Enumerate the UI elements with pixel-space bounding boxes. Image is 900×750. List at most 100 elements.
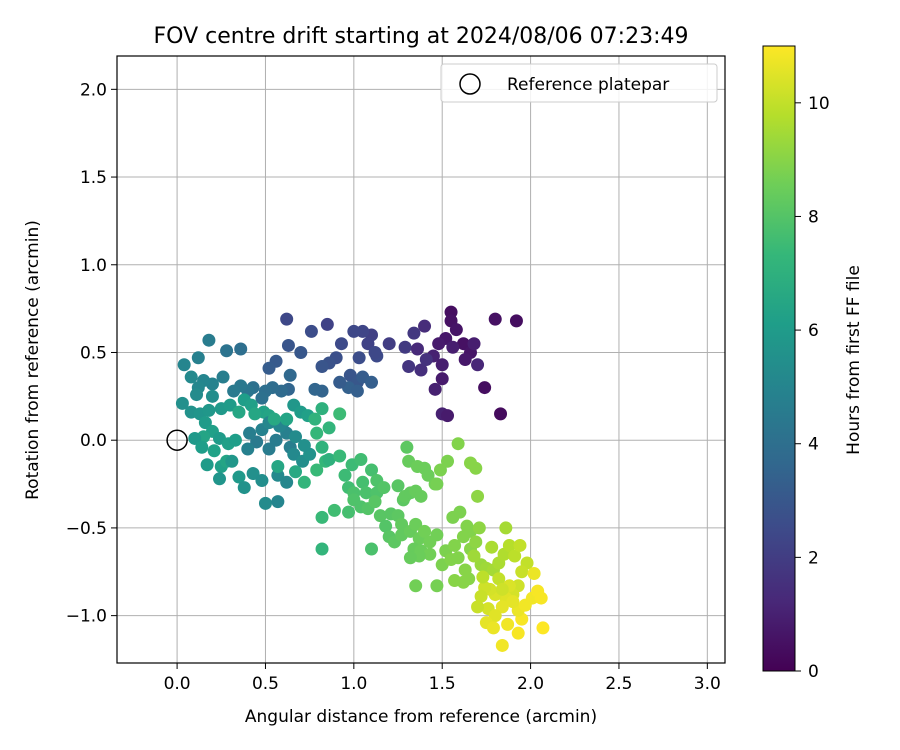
data-point — [225, 454, 239, 468]
data-point — [304, 324, 318, 338]
chart-title: FOV centre drift starting at 2024/08/06 … — [154, 24, 689, 49]
data-point — [494, 407, 508, 421]
data-point — [333, 407, 347, 421]
data-point — [327, 503, 341, 517]
x-axis-ticks: 0.0 0.5 1.0 1.5 2.0 2.5 3.0 — [164, 663, 721, 694]
data-point — [511, 626, 525, 640]
data-point — [216, 370, 230, 384]
y-tick-label: 0.5 — [80, 343, 107, 363]
data-point — [177, 358, 191, 372]
data-point — [248, 407, 262, 421]
data-point — [398, 340, 412, 354]
data-point — [476, 570, 490, 584]
data-point — [280, 312, 294, 326]
data-point — [462, 572, 476, 586]
data-point — [202, 333, 216, 347]
x-tick-label: 1.0 — [340, 674, 367, 694]
y-axis-label: Rotation from reference (arcmin) — [23, 220, 43, 500]
data-point — [350, 384, 364, 398]
data-point — [391, 479, 405, 493]
data-point — [347, 324, 361, 338]
data-point — [506, 595, 520, 609]
colorbar-label: Hours from first FF file — [844, 265, 864, 455]
data-point — [315, 440, 329, 454]
data-point — [410, 342, 424, 356]
data-point — [289, 430, 303, 444]
x-axis-label: Angular distance from reference (arcmin) — [245, 707, 597, 727]
data-point — [395, 517, 409, 531]
data-point — [471, 600, 485, 614]
data-point — [228, 433, 242, 447]
data-point — [488, 609, 502, 623]
data-point — [234, 342, 248, 356]
data-point — [382, 337, 396, 351]
data-point — [294, 345, 308, 359]
data-point — [428, 382, 442, 396]
data-point — [451, 437, 465, 451]
legend: Reference platepar — [440, 63, 718, 103]
data-point — [463, 456, 477, 470]
data-point — [320, 317, 334, 331]
data-point — [449, 323, 463, 337]
data-point — [258, 496, 272, 510]
data-point — [441, 409, 455, 423]
colorbar — [762, 45, 796, 672]
data-point — [467, 549, 481, 563]
data-point — [271, 495, 285, 509]
data-point — [400, 440, 414, 454]
data-point — [200, 458, 214, 472]
data-point — [297, 438, 311, 452]
data-point — [198, 416, 212, 430]
data-point — [271, 460, 285, 474]
data-point — [430, 477, 444, 491]
data-point — [513, 538, 527, 552]
data-point — [255, 474, 269, 488]
data-point — [407, 326, 421, 340]
data-point — [354, 452, 368, 466]
legend-marker-icon — [459, 73, 481, 95]
data-point — [322, 421, 336, 435]
data-point — [419, 353, 433, 366]
colorbar-tick-label: 4 — [808, 435, 819, 455]
data-point — [223, 398, 237, 412]
data-point — [287, 447, 301, 461]
legend-box — [440, 63, 718, 103]
data-point — [373, 509, 387, 523]
data-point — [280, 475, 294, 489]
data-point — [432, 337, 446, 351]
data-point — [478, 381, 492, 395]
data-point — [423, 547, 437, 561]
data-point — [486, 621, 500, 635]
y-tick-label: 2.0 — [80, 80, 107, 100]
x-tick-label: 3.0 — [694, 674, 721, 694]
data-point — [418, 524, 432, 538]
data-point — [435, 358, 449, 372]
data-point — [262, 442, 276, 456]
data-point — [451, 551, 465, 565]
y-tick-label: 0.0 — [80, 431, 107, 451]
data-point — [241, 442, 255, 456]
data-point — [471, 489, 485, 503]
data-point — [333, 449, 347, 463]
data-point — [338, 468, 352, 482]
data-point — [456, 337, 470, 351]
data-point — [227, 384, 241, 398]
data-point — [315, 542, 329, 556]
data-point — [467, 337, 481, 351]
data-point — [515, 565, 529, 579]
data-point — [310, 426, 324, 440]
data-point — [356, 475, 370, 489]
data-point — [191, 351, 205, 365]
x-tick-label: 2.5 — [605, 674, 632, 694]
data-point — [246, 467, 260, 481]
data-point — [315, 402, 329, 416]
data-point — [403, 551, 417, 565]
data-point — [342, 505, 356, 519]
data-point — [308, 382, 322, 396]
colorbar-tick-label: 6 — [808, 321, 819, 341]
data-point — [202, 403, 216, 417]
data-point — [418, 319, 432, 333]
y-tick-label: −0.5 — [66, 519, 107, 539]
data-point — [255, 391, 269, 405]
